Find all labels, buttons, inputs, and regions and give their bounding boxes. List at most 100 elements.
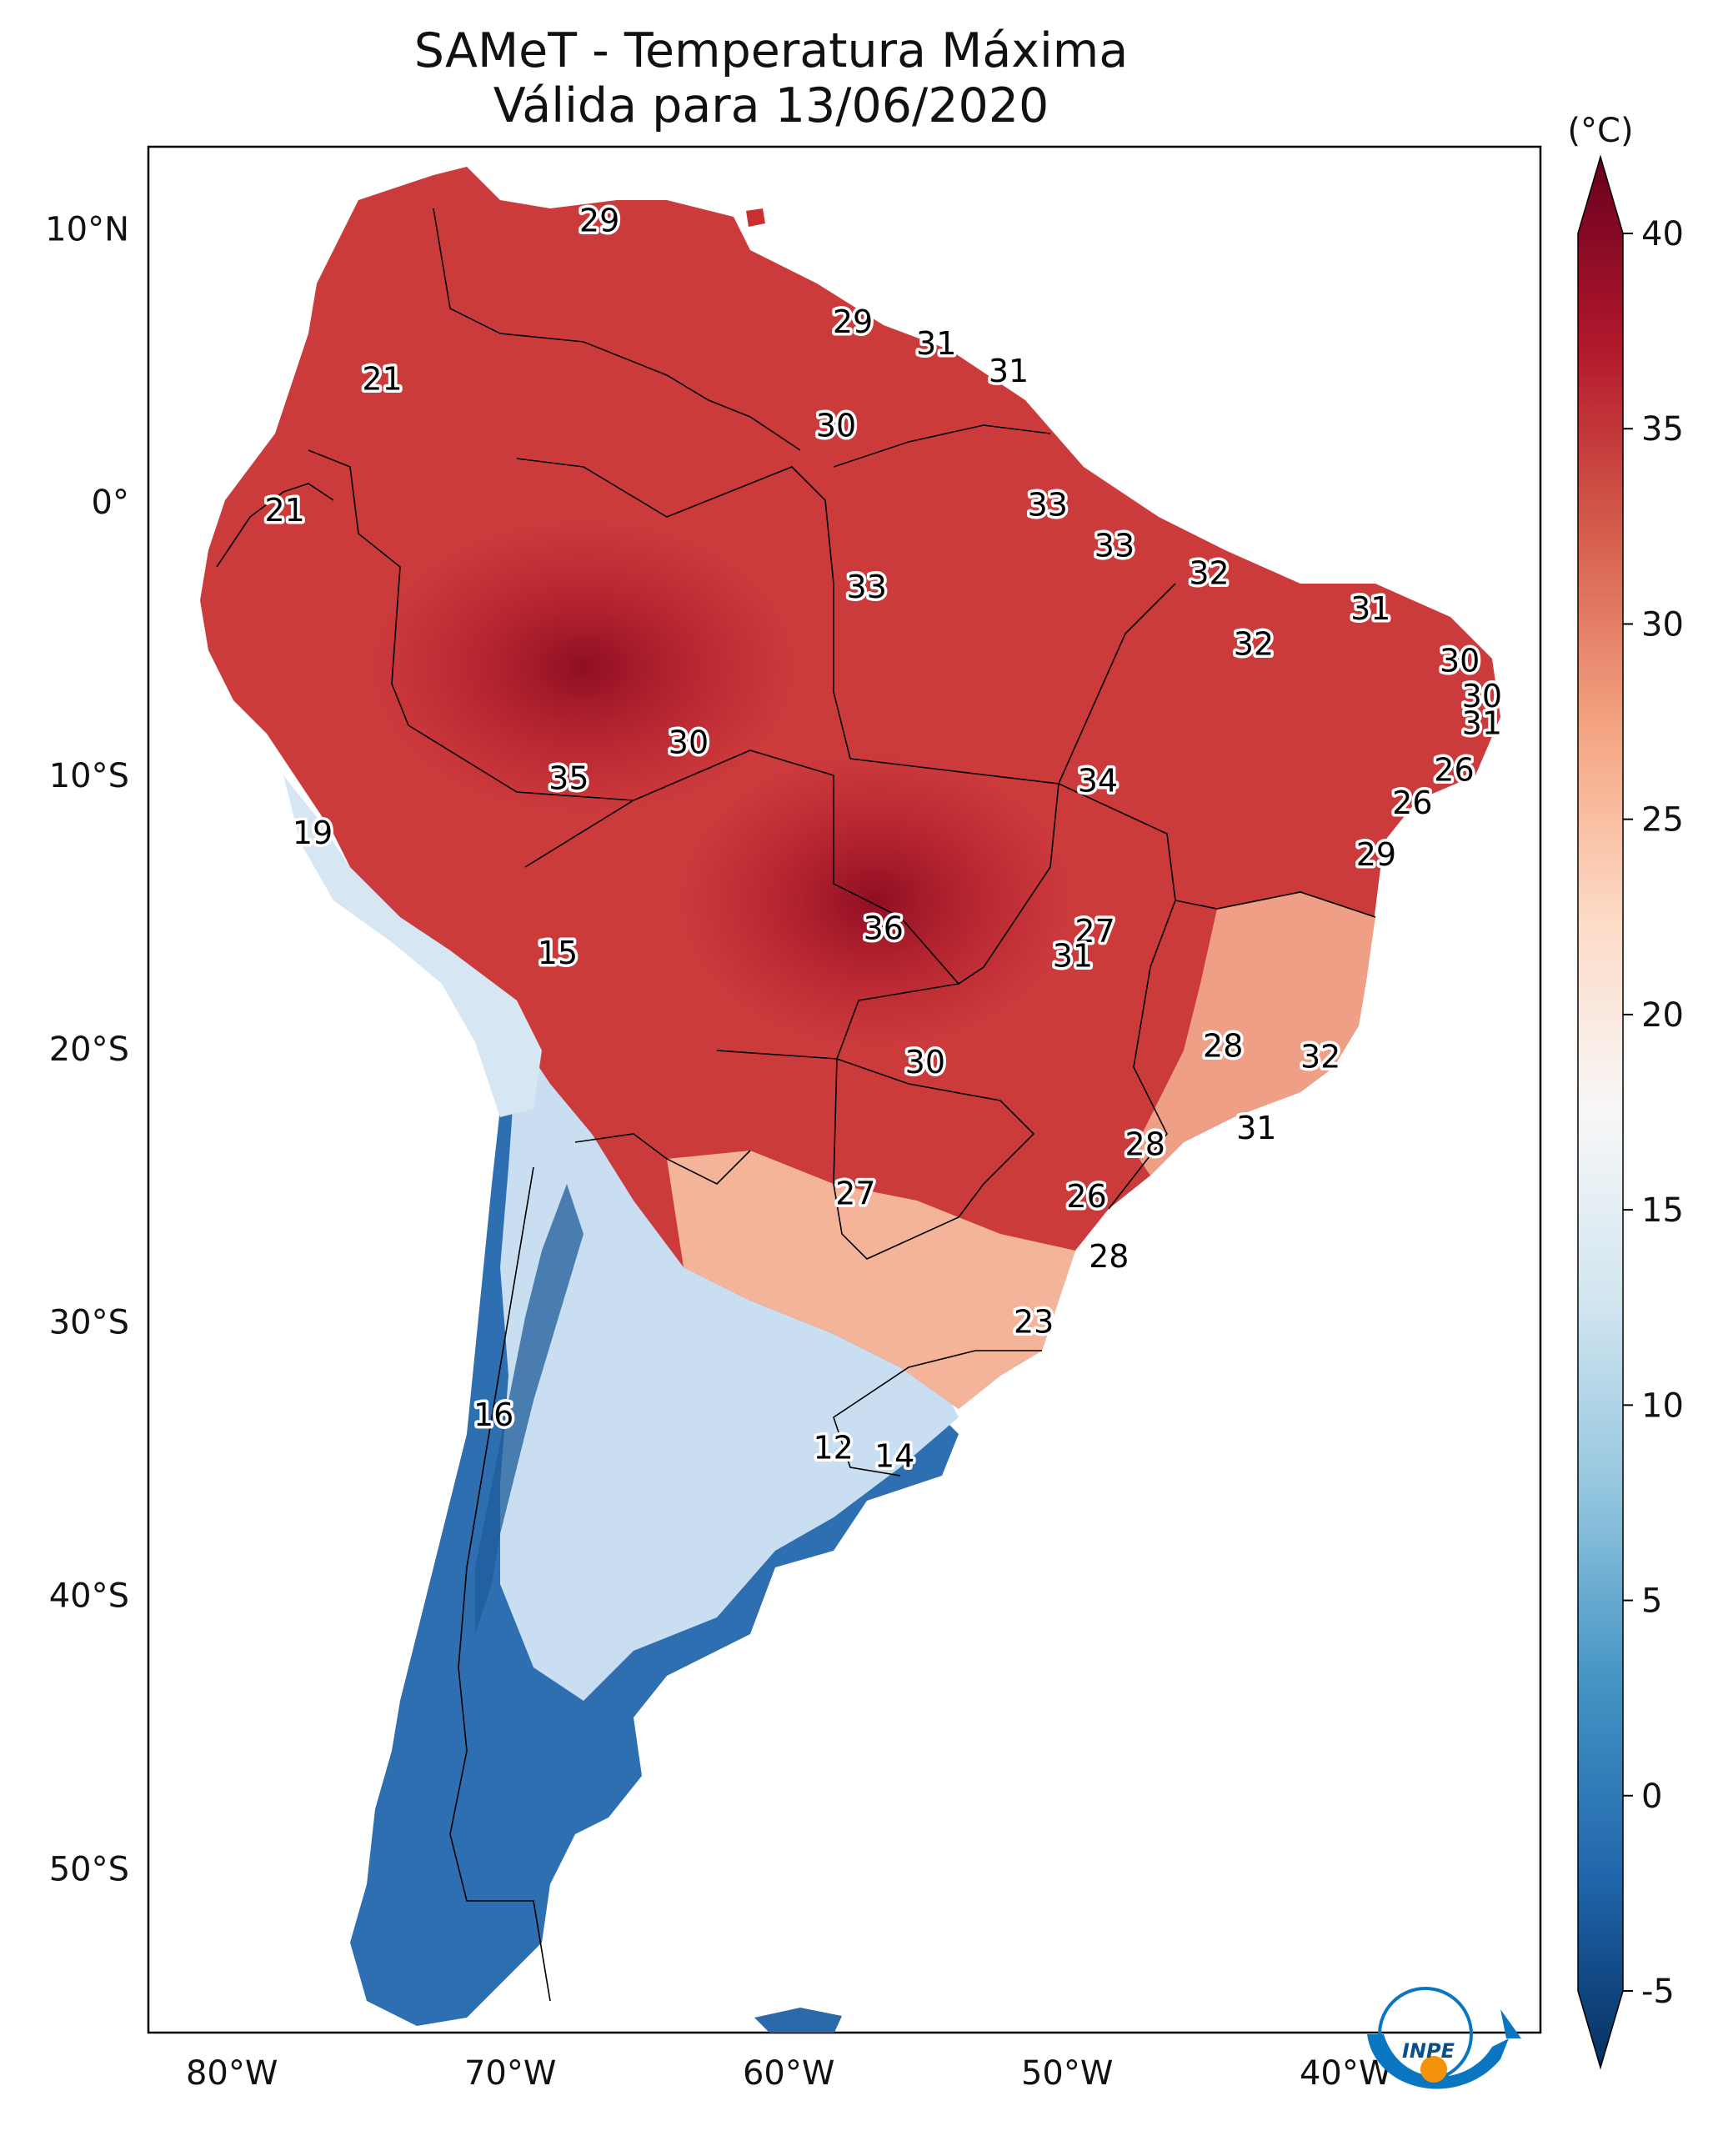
colorbar-tick-label: 35 — [1641, 410, 1684, 449]
logo-arrow-icon — [1500, 2009, 1521, 2038]
border-line — [308, 449, 409, 726]
border-line — [216, 483, 334, 568]
temperature-value-label: 21 — [362, 361, 402, 398]
colorbar-tick-label: 20 — [1641, 996, 1684, 1035]
logo-sun-icon — [1420, 2056, 1447, 2083]
border-line — [716, 1050, 838, 1060]
border-line — [1058, 783, 1376, 918]
colorbar-tick-label: 0 — [1641, 1777, 1662, 1816]
temperature-value-label: 35 — [548, 760, 589, 796]
temperature-value-label: 31 — [1236, 1110, 1276, 1146]
temperature-value-label: 19 — [293, 815, 333, 851]
temperature-value-label: 30 — [816, 407, 856, 444]
latitude-tick-label: 10°S — [49, 757, 129, 795]
temperature-value-label: 32 — [1234, 626, 1274, 663]
colorbar-tick-label: 15 — [1641, 1191, 1684, 1230]
warm-core-amazon — [367, 517, 800, 817]
island-trinidad — [746, 208, 765, 227]
temperature-value-label: 23 — [1014, 1304, 1054, 1341]
temperature-value-label: 29 — [833, 303, 873, 340]
map-subtitle: Válida para 13/06/2020 — [493, 78, 1049, 133]
border-line — [833, 1058, 1035, 1260]
temperature-value-label: 14 — [874, 1437, 914, 1474]
temperature-value-label: 27 — [835, 1176, 875, 1212]
border-line — [449, 1166, 551, 2002]
country-borders — [216, 208, 1376, 2002]
temperature-value-label: 30 — [905, 1044, 945, 1081]
temperature-value-label: 34 — [1078, 763, 1118, 800]
longitude-labels: 80°W 70°W 60°W 50°W 40°W — [186, 2054, 1391, 2093]
colorbar-unit: (°C) — [1567, 112, 1633, 150]
temperature-value-label: 31 — [1462, 705, 1502, 742]
colorbar: 40 35 30 25 20 15 10 5 0 -5 (°C) — [1567, 112, 1684, 2070]
temperature-value-label: 15 — [538, 935, 578, 971]
temperature-value-label: 28 — [1125, 1126, 1165, 1163]
colorbar-tick-label: 10 — [1641, 1386, 1684, 1425]
border-line — [408, 725, 634, 801]
colorbar-ticks: 40 35 30 25 20 15 10 5 0 -5 — [1623, 215, 1684, 2011]
temperature-value-label: 30 — [1462, 678, 1502, 714]
temperature-value-label: 31 — [989, 353, 1029, 389]
temperature-value-label: 31 — [1053, 937, 1093, 974]
border-line — [958, 783, 1059, 985]
continent-andes-cool — [283, 775, 542, 1117]
border-line — [833, 1350, 1042, 1477]
temperature-field — [200, 167, 1500, 2033]
temperature-value-label: 26 — [1392, 785, 1432, 821]
colorbar-tick-label: 30 — [1641, 605, 1684, 644]
temperature-value-label: 26 — [1434, 751, 1474, 788]
border-line — [833, 424, 1051, 468]
latitude-tick-label: 50°S — [49, 1850, 129, 1888]
latitude-labels: 10°N 0° 10°S 20°S 30°S 40°S 50°S — [45, 210, 129, 1888]
logo-orbit-icon — [1378, 1987, 1473, 2082]
longitude-tick-label: 40°W — [1300, 2054, 1391, 2093]
border-line — [849, 583, 1176, 785]
island-falklands — [754, 2008, 842, 2033]
warm-core-central — [675, 750, 1075, 1050]
continent-pale-northeast — [1134, 892, 1375, 1176]
temperature-value-label: 21 — [264, 492, 304, 529]
latitude-tick-label: 10°N — [45, 210, 129, 248]
temperature-value-label: 27 — [1074, 913, 1114, 950]
logo-text: INPE — [1402, 2039, 1455, 2063]
temperature-value-label: 12 — [813, 1429, 853, 1466]
temperature-value-label: 33 — [1094, 528, 1134, 564]
border-line — [516, 458, 851, 760]
continent-andes-cold — [475, 1184, 584, 1634]
longitude-tick-label: 80°W — [186, 2054, 278, 2093]
colorbar-tick-label: 25 — [1641, 801, 1684, 840]
inpe-logo: INPE — [1367, 1987, 1521, 2089]
temperature-value-label: 16 — [473, 1396, 513, 1433]
border-line — [433, 208, 801, 451]
temperature-value-label: 30 — [669, 725, 709, 761]
temperature-value-label: 32 — [1189, 554, 1229, 591]
temperature-value-label: 31 — [916, 325, 956, 362]
colorbar-tick-label: 40 — [1641, 215, 1684, 253]
temperature-value-label: 28 — [1203, 1028, 1243, 1065]
temperature-value-label: 29 — [1356, 836, 1396, 873]
latitude-tick-label: 40°S — [49, 1577, 129, 1615]
map-title: SAMeT - Temperatura Máxima — [413, 23, 1129, 78]
temperature-value-label: 28 — [1089, 1238, 1129, 1275]
colorbar-tick-label: 5 — [1641, 1582, 1662, 1621]
border-line — [524, 750, 960, 1060]
longitude-tick-label: 60°W — [743, 2054, 834, 2093]
temperature-value-label: 30 — [1440, 642, 1480, 679]
temperature-value-label: 32 — [1300, 1039, 1340, 1075]
colorbar-body — [1577, 154, 1624, 2070]
border-line — [574, 1133, 751, 1185]
temperature-value-label: 36 — [864, 910, 904, 947]
temperature-value-label: 29 — [579, 203, 619, 239]
continent-mid-cool — [500, 1050, 959, 1701]
longitude-tick-label: 70°W — [464, 2054, 556, 2093]
colorbar-tick-label: -5 — [1641, 1973, 1675, 2011]
latitude-tick-label: 0° — [92, 484, 129, 522]
temperature-value-label: 33 — [847, 569, 887, 605]
latitude-tick-label: 30°S — [49, 1304, 129, 1342]
temperature-value-label: 33 — [1028, 486, 1068, 523]
latitude-tick-label: 20°S — [49, 1030, 129, 1069]
border-line — [1108, 900, 1176, 1210]
temperature-value-label: 31 — [1350, 590, 1390, 627]
